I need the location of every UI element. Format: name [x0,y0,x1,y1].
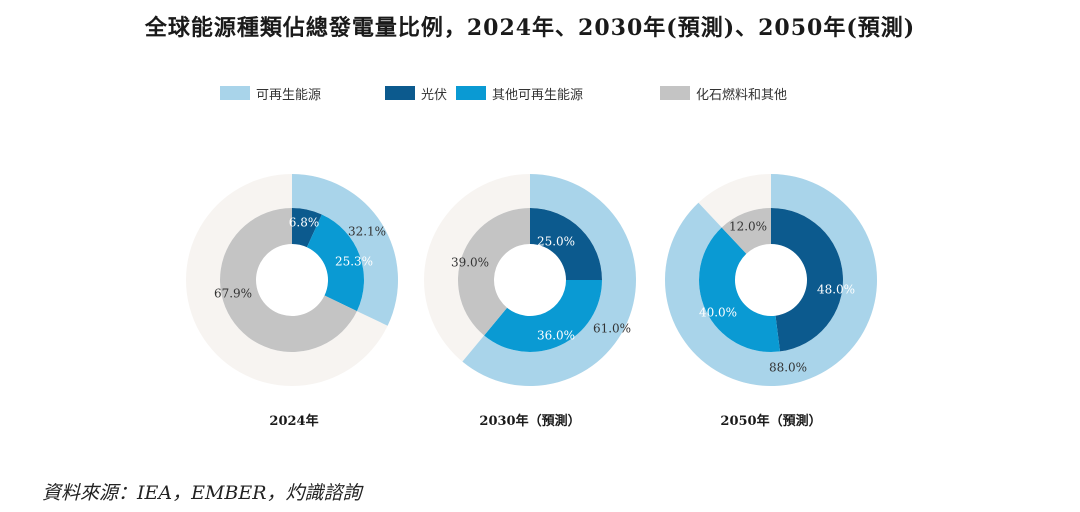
label-renewable-2050: 88.0% [769,361,807,375]
label-fossil-2024: 67.9% [214,287,252,301]
legend-item-renewable: 可再生能源 [220,84,322,103]
legend: 可再生能源 光伏 其他可再生能源 化石燃料和其他 [0,84,1080,103]
inner-fossil-arc-2030 [458,208,530,336]
legend-swatch-renewable [220,86,250,100]
label-renewable-2024: 32.1% [348,225,386,239]
legend-label-pv: 光伏 [421,87,448,103]
label-fossil-2050: 12.0% [729,220,767,234]
legend-swatch-other-renewable [456,86,486,100]
inner-other-renewable-arc-2050 [698,227,781,352]
inner-pv-arc-2030 [530,208,602,280]
caption-2024: 2024年 [269,414,319,429]
outer-renewable-arc-2030 [462,174,636,386]
inner-fossil-arc-2024 [220,208,357,352]
label-pv-2050: 48.0% [817,283,855,297]
inner-pv-arc-2024 [292,208,322,248]
label-fossil-2030: 39.0% [451,256,489,270]
inner-pv-arc-2050 [771,208,843,352]
caption-2030: 2030年（預測） [479,414,581,429]
legend-label-fossil: 化石燃料和其他 [696,87,788,103]
legend-swatch-fossil [660,86,690,100]
legend-swatch-pv [385,86,415,100]
label-other-renewable-2030: 36.0% [537,329,575,343]
chart-title: 全球能源種類佔總發電量比例，2024年、2030年(預測)、2050年(預測) [144,15,916,41]
legend-item-other-renewable: 其他可再生能源 [456,84,584,103]
legend-item-pv: 光伏 [385,84,448,103]
source-note: 資料來源：IEA，EMBER，灼識諮詢 [42,482,362,504]
label-pv-2024: 6.8% [289,216,320,230]
inner-fossil-arc-2050 [721,208,771,254]
legend-label-renewable: 可再生能源 [256,87,322,103]
inner-other-renewable-arc-2030 [484,280,602,353]
legend-item-fossil: 化石燃料和其他 [660,84,788,103]
legend-label-other-renewable: 其他可再生能源 [492,87,584,103]
outer-renewable-arc-2050 [665,174,877,386]
label-other-renewable-2050: 40.0% [699,306,737,320]
outer-renewable-arc-2024 [292,174,398,326]
caption-2050: 2050年（預測） [720,414,822,429]
label-pv-2030: 25.0% [537,235,575,249]
label-other-renewable-2024: 25.3% [335,255,373,269]
label-renewable-2030: 61.0% [593,322,631,336]
inner-other-renewable-arc-2024 [306,214,365,312]
